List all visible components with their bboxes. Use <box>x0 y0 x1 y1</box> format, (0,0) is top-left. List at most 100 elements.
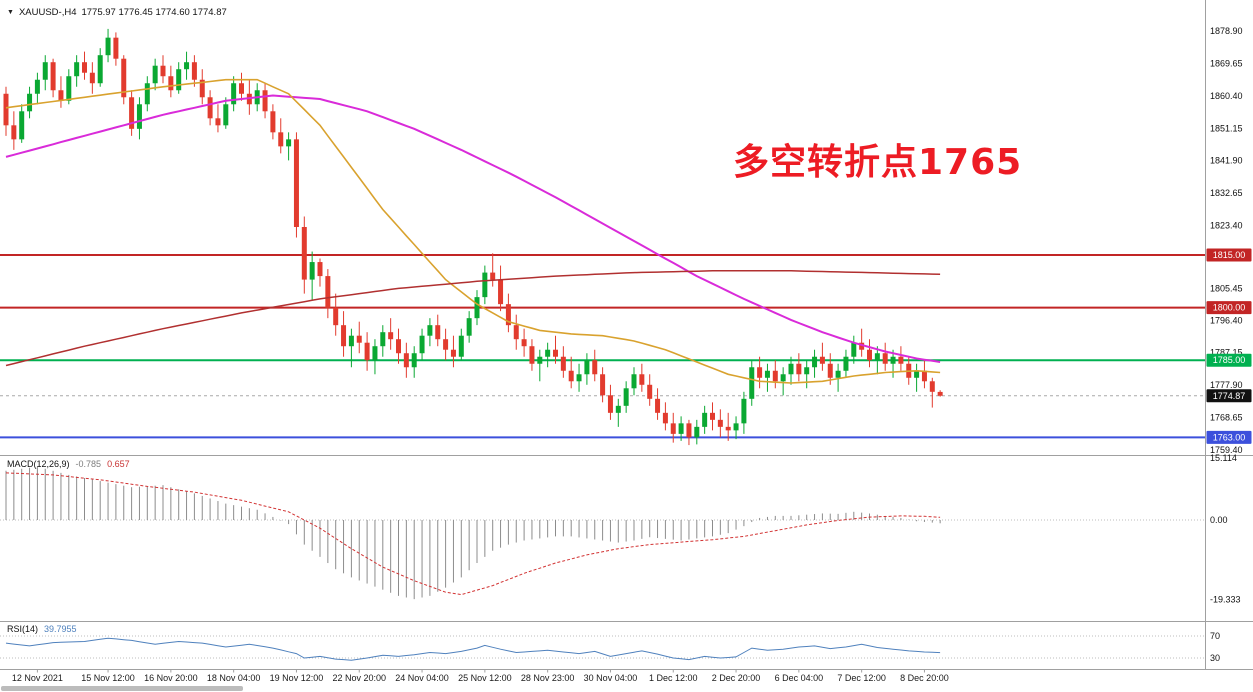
candle <box>199 79 205 98</box>
price-tick-label: 1759.40 <box>1210 445 1243 455</box>
time-axis-label: 7 Dec 12:00 <box>837 673 886 683</box>
candle <box>419 335 425 354</box>
candle <box>293 139 299 228</box>
candle <box>921 370 927 382</box>
candle <box>929 381 935 392</box>
candle <box>89 72 95 84</box>
candle <box>819 356 825 364</box>
candle <box>136 104 142 129</box>
time-axis-label: 28 Nov 23:00 <box>521 673 575 683</box>
candle <box>168 76 174 91</box>
candle <box>780 374 786 382</box>
candle <box>341 325 347 347</box>
candle <box>356 335 362 343</box>
candle <box>11 125 17 140</box>
candle <box>403 353 409 368</box>
time-axis-label: 25 Nov 12:00 <box>458 673 512 683</box>
price-tick-label: 1796.40 <box>1210 315 1243 325</box>
candle <box>843 356 849 371</box>
macd-axis-label: 15.114 <box>1210 453 1237 463</box>
rsi-label-row: RSI(14) 39.7955 <box>7 624 77 634</box>
horizontal-scrollbar[interactable] <box>1 686 243 691</box>
candle <box>19 111 25 140</box>
candle <box>529 346 535 364</box>
candle <box>647 384 653 399</box>
candle <box>325 276 331 308</box>
candle <box>796 363 802 375</box>
price-tick-label: 1787.15 <box>1210 348 1243 358</box>
time-axis-label: 8 Dec 20:00 <box>900 673 949 683</box>
candle <box>458 335 464 357</box>
candle <box>50 62 56 91</box>
candle <box>717 419 723 427</box>
candle <box>600 374 606 396</box>
candle <box>568 370 574 382</box>
candle <box>34 79 40 94</box>
price-tick-label: 1777.90 <box>1210 380 1243 390</box>
candle <box>66 76 72 101</box>
candle <box>827 363 833 378</box>
symbol-dropdown-icon[interactable]: ▼ <box>7 9 14 16</box>
price-level-badge <box>1206 248 1252 262</box>
candle <box>97 55 103 84</box>
candle <box>152 65 158 84</box>
candle <box>239 83 244 94</box>
candle <box>113 37 119 59</box>
price-level-badge <box>1206 301 1252 315</box>
candle <box>364 342 370 361</box>
macd-label: MACD(12,26,9) <box>7 459 70 469</box>
candle <box>144 83 150 105</box>
chart-annotation-text: 多空转折点1765 <box>733 142 1023 183</box>
candle <box>450 349 456 357</box>
candle <box>396 339 401 354</box>
candle <box>184 62 190 70</box>
candle <box>607 395 613 413</box>
time-axis-label: 22 Nov 20:00 <box>332 673 386 683</box>
candle <box>670 423 676 434</box>
candle <box>466 318 472 336</box>
ma-long-darkred <box>5 270 941 367</box>
candle <box>757 367 763 378</box>
price-level-badge <box>1206 430 1252 444</box>
candle <box>435 325 441 340</box>
current-price-badge-text: 1774.87 <box>1213 391 1246 401</box>
candle <box>859 342 865 350</box>
candle <box>191 62 197 80</box>
candle <box>937 391 943 396</box>
candle <box>553 349 558 357</box>
rsi-level-label: 70 <box>1210 631 1220 641</box>
candle <box>725 426 731 431</box>
price-tick-label: 1851.15 <box>1210 123 1243 133</box>
candle <box>231 83 237 105</box>
candle <box>74 62 80 77</box>
candle <box>513 325 519 340</box>
candle <box>27 93 33 112</box>
candle <box>702 412 708 427</box>
macd-main-value: -0.785 <box>75 459 102 469</box>
price-tick-label: 1805.45 <box>1210 284 1243 294</box>
price-tick-label: 1869.65 <box>1210 58 1243 68</box>
candle <box>694 426 700 438</box>
candle <box>58 90 64 101</box>
price-tick-label: 1860.40 <box>1210 91 1243 101</box>
rsi-value: 39.7955 <box>44 624 77 634</box>
current-price-badge <box>1206 389 1252 403</box>
macd-signal-value: 0.657 <box>107 459 130 469</box>
candle <box>867 349 872 361</box>
candle <box>655 398 661 413</box>
candle <box>443 339 449 350</box>
price-tick-label: 1832.65 <box>1210 188 1243 198</box>
candle <box>207 97 213 119</box>
candle <box>372 346 378 361</box>
candle <box>545 349 551 357</box>
candle <box>874 353 880 361</box>
candle <box>474 297 480 319</box>
time-axis-label: 2 Dec 20:00 <box>712 673 761 683</box>
candle <box>914 370 920 378</box>
candle <box>309 262 315 280</box>
time-axis-label: 12 Nov 2021 <box>12 673 63 683</box>
candle <box>160 65 166 77</box>
candle <box>262 90 268 112</box>
candle <box>788 363 794 375</box>
